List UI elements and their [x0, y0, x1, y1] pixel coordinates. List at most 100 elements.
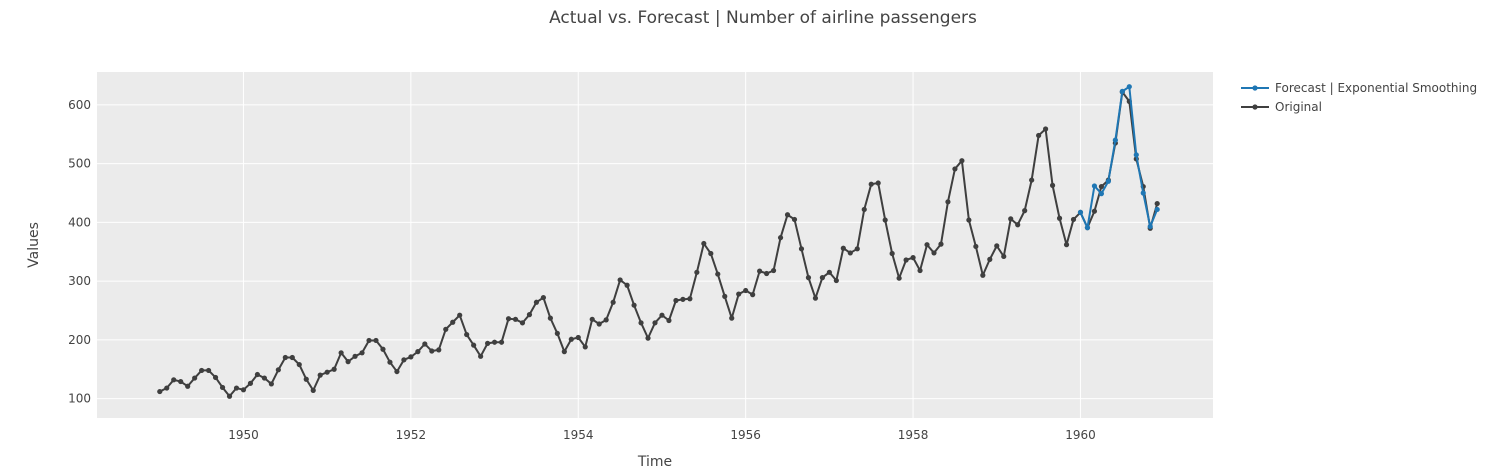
- data-point: [652, 320, 658, 326]
- data-point: [1147, 223, 1153, 230]
- legend-label: Forecast | Exponential Smoothing: [1275, 81, 1477, 95]
- data-point: [757, 268, 763, 274]
- series-layer: [157, 84, 1160, 399]
- x-tick-label: 1954: [563, 428, 594, 442]
- legend-label: Original: [1275, 100, 1322, 114]
- data-point: [764, 270, 770, 277]
- data-point: [1126, 84, 1132, 90]
- data-point: [903, 257, 909, 263]
- series-original: [157, 89, 1160, 399]
- data-point: [1112, 137, 1118, 143]
- data-point: [1105, 178, 1111, 184]
- data-point: [415, 349, 421, 355]
- data-point: [631, 302, 637, 308]
- data-point: [247, 380, 254, 386]
- data-point: [610, 299, 616, 305]
- legend[interactable]: Forecast | Exponential Smoothing Original: [1241, 81, 1477, 114]
- data-point: [617, 277, 623, 283]
- data-point: [666, 317, 672, 324]
- data-point: [784, 212, 791, 218]
- data-point: [380, 346, 386, 352]
- data-point: [575, 334, 581, 341]
- data-point: [687, 296, 693, 302]
- data-point: [624, 282, 630, 288]
- data-point: [1043, 126, 1049, 132]
- data-point: [471, 342, 477, 348]
- data-point: [847, 250, 853, 256]
- data-point: [826, 269, 832, 275]
- data-point: [206, 367, 212, 374]
- data-point: [1091, 208, 1098, 214]
- data-point: [1063, 242, 1070, 248]
- y-tick-label: 500: [68, 157, 91, 171]
- data-point: [966, 217, 972, 223]
- data-point: [324, 369, 330, 375]
- data-point: [1133, 152, 1139, 158]
- data-point: [317, 372, 323, 378]
- data-point: [359, 350, 365, 356]
- data-point: [680, 296, 686, 302]
- data-point: [171, 377, 177, 383]
- data-point: [157, 388, 163, 395]
- data-point: [233, 385, 240, 391]
- y-tick-label: 200: [68, 333, 91, 347]
- series-line: [1079, 85, 1159, 229]
- data-point: [1015, 222, 1021, 228]
- y-tick-label: 300: [68, 274, 91, 288]
- y-tick-label: 100: [68, 392, 91, 406]
- data-point: [722, 293, 728, 299]
- data-point: [924, 242, 930, 248]
- plot-area: [97, 72, 1213, 418]
- data-point: [889, 250, 895, 257]
- data-point: [289, 354, 295, 361]
- data-point: [743, 287, 749, 294]
- data-point: [819, 275, 826, 281]
- data-point: [192, 375, 198, 381]
- data-point: [275, 367, 281, 373]
- data-point: [812, 295, 819, 301]
- data-point: [1022, 208, 1028, 214]
- data-point: [840, 245, 846, 251]
- data-point: [226, 393, 233, 399]
- data-point: [1008, 216, 1014, 222]
- data-point: [561, 349, 567, 355]
- data-point: [701, 240, 707, 247]
- data-point: [987, 256, 993, 262]
- series-forecast-exponential-smoothing: [1077, 84, 1160, 231]
- data-point: [938, 241, 944, 247]
- data-point: [596, 321, 602, 327]
- legend-item[interactable]: Forecast | Exponential Smoothing: [1241, 81, 1477, 95]
- data-point: [1070, 216, 1077, 223]
- data-point: [1049, 182, 1056, 188]
- data-point: [1098, 191, 1104, 197]
- data-point: [387, 359, 393, 365]
- legend-item[interactable]: Original: [1241, 100, 1322, 114]
- data-point: [240, 387, 247, 393]
- data-point: [798, 246, 805, 252]
- data-point: [526, 312, 533, 318]
- data-point: [533, 299, 540, 305]
- data-point: [638, 320, 644, 326]
- data-point: [331, 366, 337, 372]
- data-point: [505, 316, 512, 322]
- data-point: [373, 337, 379, 344]
- data-point: [694, 269, 700, 275]
- data-point: [457, 312, 463, 318]
- data-point: [1001, 253, 1007, 260]
- data-point: [436, 347, 442, 353]
- data-point: [164, 385, 170, 391]
- x-tick-label: 1952: [396, 428, 427, 442]
- data-point: [212, 374, 219, 381]
- data-point: [959, 158, 965, 164]
- data-point: [708, 250, 714, 257]
- legend-marker: [1252, 104, 1258, 110]
- data-point: [1077, 209, 1084, 215]
- data-point: [791, 216, 798, 223]
- data-point: [777, 235, 784, 241]
- data-point: [931, 250, 937, 256]
- data-point: [854, 246, 860, 252]
- data-point: [645, 335, 651, 341]
- data-point: [882, 217, 888, 223]
- data-point: [422, 341, 428, 347]
